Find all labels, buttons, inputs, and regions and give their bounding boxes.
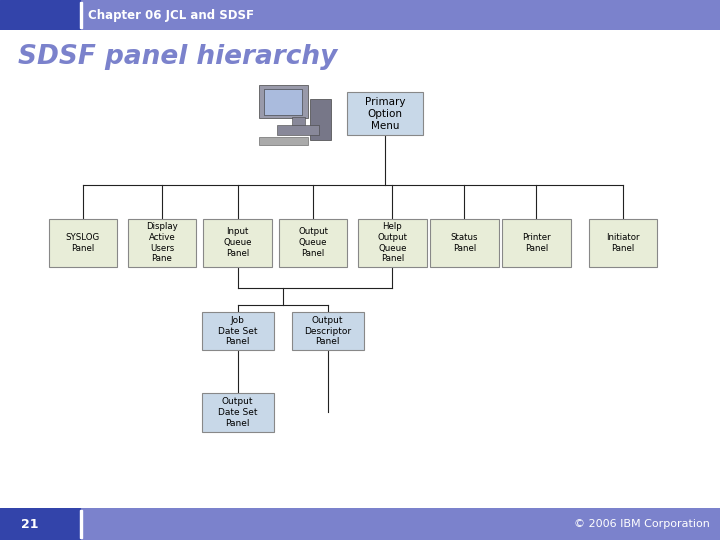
Text: Status
Panel: Status Panel [451, 233, 478, 253]
Bar [80, 510, 82, 538]
Text: Chapter 06 JCL and SDSF: Chapter 06 JCL and SDSF [88, 9, 254, 22]
Bar [431, 219, 498, 267]
Bar [202, 312, 274, 350]
Text: SDSF panel hierarchy: SDSF panel hierarchy [18, 44, 338, 70]
Text: Output
Descriptor
Panel: Output Descriptor Panel [304, 316, 351, 346]
Bar [359, 219, 426, 267]
Bar [202, 393, 274, 431]
Text: © 2006 IBM Corporation: © 2006 IBM Corporation [574, 519, 710, 529]
Bar [348, 92, 423, 135]
Bar [277, 125, 319, 135]
Text: Output
Date Set
Panel: Output Date Set Panel [218, 397, 257, 428]
Text: Input
Queue
Panel: Input Queue Panel [223, 227, 252, 258]
Text: Output
Queue
Panel: Output Queue Panel [298, 227, 328, 258]
Bar [128, 219, 196, 267]
Bar [49, 219, 117, 267]
Text: SYSLOG
Panel: SYSLOG Panel [66, 233, 100, 253]
Bar [259, 85, 308, 118]
Text: 21: 21 [22, 517, 39, 530]
Bar [292, 117, 305, 126]
Bar [204, 219, 272, 267]
Text: Help
Output
Queue
Panel: Help Output Queue Panel [377, 222, 408, 264]
Bar [0, 0, 80, 30]
Bar [80, 2, 82, 28]
Bar [259, 137, 308, 145]
Bar [264, 89, 302, 114]
Text: Initiator
Panel: Initiator Panel [606, 233, 639, 253]
Bar [279, 219, 348, 267]
Bar [292, 312, 364, 350]
Bar [0, 508, 80, 540]
Bar [503, 219, 570, 267]
Text: Display
Active
Users
Pane: Display Active Users Pane [146, 222, 178, 264]
Bar [310, 99, 331, 140]
Text: Primary
Option
Menu: Primary Option Menu [365, 97, 405, 131]
Bar [589, 219, 657, 267]
Text: Job
Date Set
Panel: Job Date Set Panel [218, 316, 257, 346]
Text: Printer
Panel: Printer Panel [522, 233, 551, 253]
